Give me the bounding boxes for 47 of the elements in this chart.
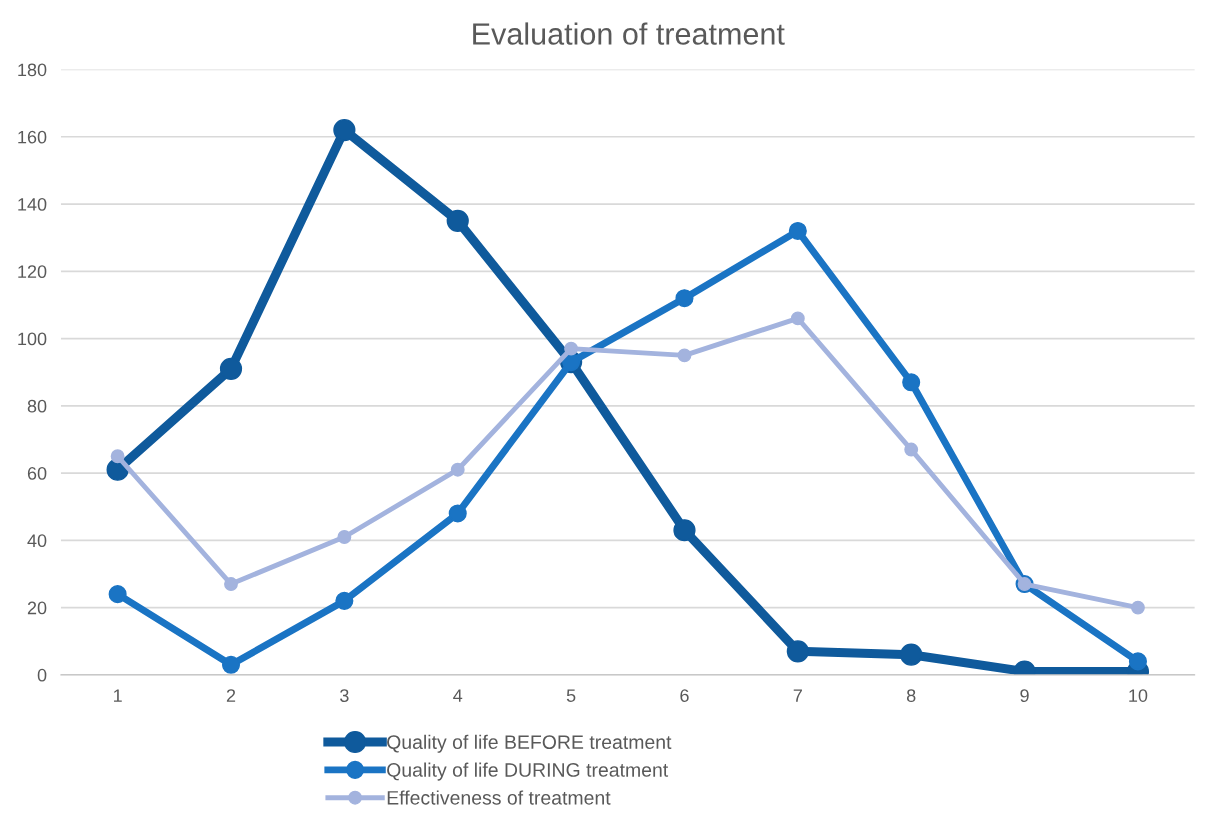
point — [902, 373, 921, 392]
y-tick-label: 60 — [27, 467, 47, 480]
y-tick-label: 120 — [18, 265, 47, 279]
point — [224, 577, 238, 591]
point — [335, 591, 354, 610]
legend-label: Quality of life DURING treatment — [387, 762, 669, 781]
point — [904, 442, 919, 457]
point — [108, 585, 127, 604]
legend-label: Effectiveness of treatment — [387, 790, 611, 805]
y-tick-label: 180 — [18, 63, 47, 77]
point — [337, 530, 352, 544]
legend-label: Quality of life BEFORE treatment — [387, 734, 672, 753]
y-tick-label: 40 — [27, 534, 47, 548]
x-tick-label: 4 — [453, 689, 463, 702]
point — [673, 519, 696, 542]
point — [110, 449, 125, 464]
x-tick-label: 3 — [340, 689, 349, 702]
chart-title: Evaluation of treatment — [473, 22, 785, 45]
x-tick-label: 5 — [566, 689, 576, 702]
point — [677, 348, 692, 363]
point — [221, 655, 241, 674]
point — [675, 289, 694, 308]
point — [1130, 600, 1145, 615]
x-tick-label: 10 — [1129, 689, 1148, 702]
y-tick-label: 0 — [37, 668, 47, 682]
point — [446, 209, 469, 232]
y-tick-label: 20 — [27, 601, 47, 615]
x-tick-label: 9 — [1020, 689, 1029, 702]
x-tick-label: 2 — [226, 689, 236, 702]
point — [448, 504, 467, 523]
y-tick-label: 100 — [18, 332, 47, 346]
x-tick-label: 1 — [113, 689, 122, 702]
point — [900, 643, 923, 666]
point — [219, 357, 243, 380]
point — [788, 221, 807, 240]
point — [790, 311, 805, 326]
point — [1128, 652, 1147, 671]
y-tick-label: 80 — [27, 399, 47, 413]
x-tick-label: 8 — [906, 689, 916, 702]
x-tick-label: 6 — [680, 689, 689, 702]
point — [333, 118, 356, 142]
x-tick-label: 7 — [793, 689, 802, 702]
point — [786, 640, 809, 663]
point — [564, 341, 579, 356]
point — [450, 462, 465, 477]
y-tick-label: 140 — [18, 197, 47, 211]
y-tick-label: 160 — [18, 130, 47, 144]
